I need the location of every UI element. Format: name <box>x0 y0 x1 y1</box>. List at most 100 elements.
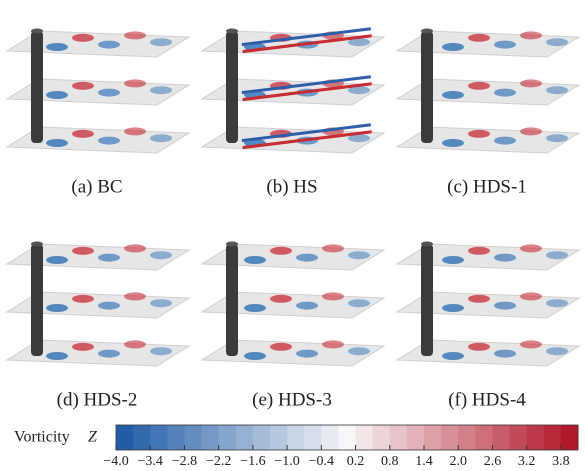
vortex <box>468 247 490 255</box>
panel-caption: (a) BC <box>71 176 122 197</box>
vortex <box>546 86 568 94</box>
vortex <box>150 347 172 355</box>
cylinder <box>31 31 43 143</box>
panel <box>202 242 384 367</box>
cylinder-top <box>31 29 43 34</box>
colorbar-tick-label: −2.2 <box>206 454 231 469</box>
vortex <box>442 304 464 312</box>
vortex <box>296 254 318 262</box>
colorbar-tick-label: 0.8 <box>381 454 399 469</box>
vortex <box>520 292 542 300</box>
colorbar-segment <box>338 425 356 450</box>
colorbar-segment <box>356 425 374 450</box>
cylinder-top <box>226 242 238 247</box>
vortex <box>442 43 464 51</box>
vortex <box>46 139 68 147</box>
vortex <box>322 292 344 300</box>
vortex <box>442 256 464 264</box>
colorbar-segment <box>407 425 425 450</box>
cylinder <box>421 244 433 356</box>
colorbar-segment <box>219 425 237 450</box>
vortex <box>72 247 94 255</box>
cylinder-top <box>421 29 433 34</box>
colorbar-tick-label: −0.4 <box>309 454 334 469</box>
vortex <box>494 89 516 97</box>
colorbar-tick-label: 2.0 <box>449 454 467 469</box>
vortex <box>98 89 120 97</box>
colorbar-segment <box>116 425 134 450</box>
vortex <box>468 130 490 138</box>
colorbar-segment <box>202 425 220 450</box>
colorbar-segment <box>321 425 339 450</box>
vortex <box>150 86 172 94</box>
vortex <box>124 31 146 39</box>
colorbar-segment <box>184 425 202 450</box>
vortex <box>468 34 490 42</box>
colorbar-segment <box>424 425 442 450</box>
vortex <box>124 127 146 135</box>
vortex <box>270 247 292 255</box>
colorbar-segment <box>544 425 562 450</box>
vortex <box>244 256 266 264</box>
vortex <box>150 38 172 46</box>
panel-caption: (e) HDS-3 <box>252 389 332 410</box>
panel-caption: (b) HS <box>266 176 317 197</box>
vortex <box>46 352 68 360</box>
colorbar-tick-label: −3.4 <box>138 454 163 469</box>
panel <box>202 27 384 153</box>
vortex <box>270 295 292 303</box>
vortex <box>322 244 344 252</box>
colorbar-segment <box>561 425 579 450</box>
vortex <box>546 347 568 355</box>
figure: Vorticity Z (a) BC(b) HS(c) HDS-1(d) HDS… <box>0 0 585 471</box>
colorbar-segment <box>527 425 545 450</box>
vortex <box>72 82 94 90</box>
panel-caption: (c) HDS-1 <box>447 176 527 197</box>
vortex <box>270 343 292 351</box>
vortex <box>46 91 68 99</box>
vortex <box>546 299 568 307</box>
colorbar-segment <box>253 425 271 450</box>
colorbar-segment <box>133 425 151 450</box>
vortex <box>442 139 464 147</box>
colorbar-segment <box>390 425 408 450</box>
vortex <box>494 350 516 358</box>
cylinder-top <box>31 242 43 247</box>
vortex <box>72 34 94 42</box>
colorbar-label: Vorticity <box>14 429 70 446</box>
panel-caption: (f) HDS-4 <box>448 389 526 410</box>
cylinder <box>226 244 238 356</box>
vortex <box>98 302 120 310</box>
colorbar-segment <box>492 425 510 450</box>
vortex <box>296 302 318 310</box>
colorbar-tick-label: −4.0 <box>103 454 128 469</box>
vortex <box>244 352 266 360</box>
vortex <box>72 130 94 138</box>
vortex <box>72 343 94 351</box>
vortex <box>46 304 68 312</box>
colorbar-segment <box>167 425 185 450</box>
vortex <box>520 244 542 252</box>
colorbar-segment <box>475 425 493 450</box>
vortex <box>494 41 516 49</box>
panel <box>7 29 189 154</box>
vortex <box>520 127 542 135</box>
vortex <box>46 256 68 264</box>
vortex <box>348 299 370 307</box>
vortex <box>150 251 172 259</box>
colorbar-tick-label: −1.6 <box>240 454 265 469</box>
cylinder <box>31 244 43 356</box>
colorbar-segment <box>441 425 459 450</box>
colorbar-symbol: Z <box>88 429 98 446</box>
colorbar-segment <box>287 425 305 450</box>
cylinder-top <box>226 29 238 34</box>
vortex <box>296 350 318 358</box>
vortex <box>442 352 464 360</box>
vortex <box>520 31 542 39</box>
panel <box>397 29 579 154</box>
vortex <box>98 350 120 358</box>
colorbar-tick-label: 1.4 <box>415 454 433 469</box>
vortex <box>124 292 146 300</box>
vortex <box>546 134 568 142</box>
vortex <box>124 79 146 87</box>
